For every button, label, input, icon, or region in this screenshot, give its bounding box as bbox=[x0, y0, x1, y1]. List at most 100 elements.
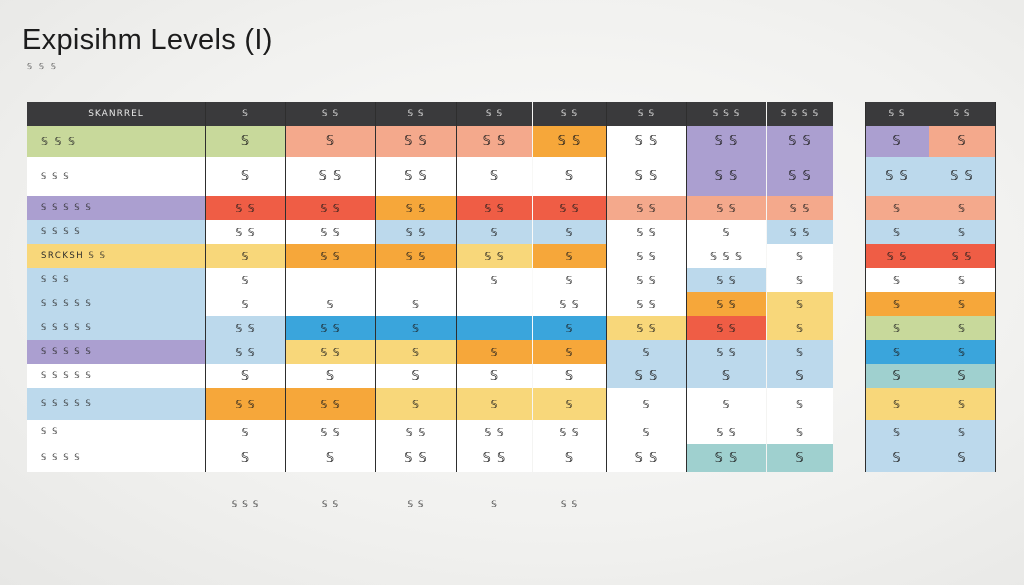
page-subtitle: 𝕊 𝕊 𝕊 bbox=[27, 62, 57, 71]
table-cell: 𝕊 𝕊 bbox=[376, 244, 456, 268]
table-cell: 𝕊 bbox=[607, 420, 686, 444]
table-cell: 𝕊 bbox=[767, 268, 833, 292]
table-cell: 𝕊 bbox=[929, 292, 995, 316]
row-label: 𝕊 𝕊 𝕊 𝕊 𝕊 bbox=[27, 388, 205, 420]
row-label: 𝕊 𝕊 bbox=[27, 420, 205, 444]
table-cell: 𝕊 bbox=[929, 420, 995, 444]
table-cell: 𝕊 bbox=[376, 388, 456, 420]
table-cell: 𝕊 𝕊 bbox=[929, 157, 995, 196]
column-divider bbox=[285, 102, 286, 472]
column-footnote: 𝕊 𝕊 bbox=[321, 500, 340, 510]
table-cell: 𝕊 bbox=[206, 157, 285, 196]
table-cell: 𝕊 𝕊 bbox=[865, 157, 929, 196]
table-cell: 𝕊 bbox=[376, 316, 456, 340]
table-cell: 𝕊 𝕊 bbox=[607, 196, 686, 220]
table-cell: 𝕊 𝕊 bbox=[457, 126, 532, 157]
row-label: 𝕊 𝕊 𝕊 𝕊 𝕊 bbox=[27, 340, 205, 364]
table-cell: 𝕊 𝕊 bbox=[376, 126, 456, 157]
row-label: 𝕊 𝕊 𝕊 𝕊 𝕊 bbox=[27, 292, 205, 316]
table-cell: 𝕊 bbox=[865, 420, 929, 444]
table-cell: 𝕊 𝕊 bbox=[376, 420, 456, 444]
table-cell: 𝕊 bbox=[865, 292, 929, 316]
table-cell: 𝕊 𝕊 bbox=[607, 364, 686, 388]
table-cell: 𝕊 𝕊 bbox=[457, 244, 532, 268]
table-cell: 𝕊 bbox=[767, 444, 833, 472]
table-cell: 𝕊 bbox=[929, 220, 995, 244]
table-cell bbox=[376, 268, 456, 292]
column-header: 𝕊 𝕊 bbox=[376, 102, 456, 126]
table-cell: 𝕊 𝕊 bbox=[376, 220, 456, 244]
table-cell: 𝕊 bbox=[457, 268, 532, 292]
table-cell: 𝕊 bbox=[457, 220, 532, 244]
table-cell: 𝕊 𝕊 bbox=[286, 388, 375, 420]
table-cell: 𝕊 𝕊 bbox=[286, 340, 375, 364]
table-cell: 𝕊 bbox=[376, 364, 456, 388]
table-cell: 𝕊 bbox=[533, 364, 606, 388]
table-cell: 𝕊 𝕊 bbox=[607, 157, 686, 196]
row-label: 𝕊 𝕊 𝕊 𝕊 𝕊 bbox=[27, 196, 205, 220]
column-divider bbox=[205, 102, 206, 472]
table-cell: 𝕊 bbox=[376, 340, 456, 364]
table-cell: 𝕊 bbox=[457, 388, 532, 420]
table-cell: 𝕊 bbox=[206, 364, 285, 388]
column-header: 𝕊 𝕊 bbox=[607, 102, 686, 126]
table-cell: 𝕊 bbox=[206, 420, 285, 444]
table-cell: 𝕊 bbox=[533, 244, 606, 268]
table-cell: 𝕊 𝕊 bbox=[376, 444, 456, 472]
table-cell: 𝕊 bbox=[929, 268, 995, 292]
table-cell: 𝕊 bbox=[865, 364, 929, 388]
table-cell: 𝕊 𝕊 bbox=[286, 420, 375, 444]
table-cell: 𝕊 bbox=[533, 157, 606, 196]
table-cell: 𝕊 bbox=[687, 388, 766, 420]
table-cell bbox=[457, 316, 532, 340]
table-cell: 𝕊 bbox=[865, 444, 929, 472]
table-cell: 𝕊 𝕊 bbox=[687, 316, 766, 340]
table-cell: 𝕊 𝕊 bbox=[286, 196, 375, 220]
table-cell: 𝕊 bbox=[533, 220, 606, 244]
table-cell: 𝕊 bbox=[929, 340, 995, 364]
column-divider bbox=[606, 102, 607, 472]
column-footnote: 𝕊 𝕊 𝕊 bbox=[231, 500, 260, 510]
table-cell: 𝕊 bbox=[286, 126, 375, 157]
page-title: Expisihm Levels (I) bbox=[22, 24, 273, 56]
table-cell: 𝕊 𝕊 bbox=[767, 157, 833, 196]
table-cell: 𝕊 𝕊 bbox=[687, 292, 766, 316]
table-cell: 𝕊 bbox=[457, 364, 532, 388]
column-divider bbox=[456, 102, 457, 472]
table-cell: 𝕊 𝕊 bbox=[457, 196, 532, 220]
table-cell bbox=[457, 292, 532, 316]
table-cell: 𝕊 𝕊 bbox=[533, 292, 606, 316]
table-cell: 𝕊 bbox=[929, 196, 995, 220]
table-cell: 𝕊 bbox=[286, 444, 375, 472]
table-cell: 𝕊 𝕊 bbox=[687, 444, 766, 472]
column-footnote: 𝕊 𝕊 bbox=[407, 500, 425, 510]
table-cell: 𝕊 bbox=[286, 292, 375, 316]
table-cell: 𝕊 𝕊 bbox=[929, 244, 995, 268]
column-divider bbox=[865, 102, 866, 472]
table-cell: 𝕊 bbox=[206, 292, 285, 316]
table-cell: 𝕊 bbox=[206, 126, 285, 157]
table-cell: 𝕊 bbox=[865, 316, 929, 340]
row-label: 𝕊 𝕊 𝕊 bbox=[27, 126, 205, 157]
table-cell: 𝕊 bbox=[533, 316, 606, 340]
table-cell: 𝕊 bbox=[206, 268, 285, 292]
column-header: 𝕊 𝕊 bbox=[286, 102, 375, 126]
table-cell: 𝕊 bbox=[767, 340, 833, 364]
table-cell: 𝕊 bbox=[929, 364, 995, 388]
table-cell: 𝕊 𝕊 bbox=[376, 196, 456, 220]
table-cell: 𝕊 bbox=[206, 444, 285, 472]
table-cell: 𝕊 𝕊 bbox=[687, 268, 766, 292]
table-cell: 𝕊 𝕊 bbox=[206, 388, 285, 420]
column-divider bbox=[375, 102, 376, 472]
table-cell: 𝕊 bbox=[533, 340, 606, 364]
table-cell: 𝕊 𝕊 bbox=[607, 316, 686, 340]
table-cell: 𝕊 bbox=[767, 420, 833, 444]
table-cell: 𝕊 𝕊 bbox=[533, 126, 606, 157]
table-cell: 𝕊 𝕊 bbox=[286, 157, 375, 196]
table-cell: 𝕊 𝕊 bbox=[767, 126, 833, 157]
column-divider bbox=[686, 102, 687, 472]
table-cell: 𝕊 bbox=[865, 388, 929, 420]
table-cell: 𝕊 bbox=[607, 340, 686, 364]
table-cell: 𝕊 bbox=[457, 157, 532, 196]
